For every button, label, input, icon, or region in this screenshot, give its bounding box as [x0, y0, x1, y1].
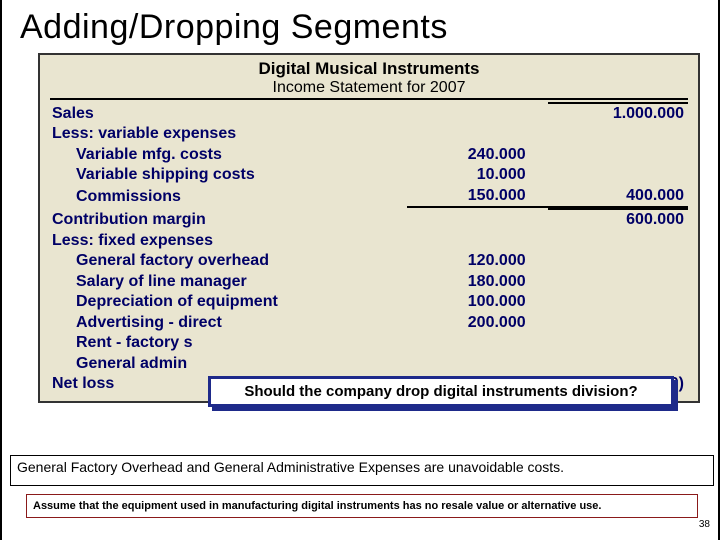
row-col1: 10.000 — [407, 165, 547, 185]
table-row: Salary of line manager180.000 — [50, 272, 688, 292]
row-col2 — [548, 354, 688, 374]
row-col2 — [548, 272, 688, 292]
slide: Adding/Dropping Segments Digital Musical… — [0, 0, 720, 540]
row-col1 — [407, 103, 547, 124]
table-row: Variable mfg. costs240.000 — [50, 145, 688, 165]
row-label: Salary of line manager — [50, 272, 407, 292]
row-col1: 120.000 — [407, 251, 547, 271]
table-row: General admin — [50, 354, 688, 374]
row-col2 — [548, 251, 688, 271]
note2-text: Assume that the equipment used in manufa… — [33, 499, 691, 513]
table-row: Commissions150.000400.000 — [50, 186, 688, 207]
row-col1 — [407, 124, 547, 144]
row-col1: 180.000 — [407, 272, 547, 292]
note-unavoidable-costs: General Factory Overhead and General Adm… — [10, 455, 714, 486]
table-row: Less: fixed expenses — [50, 231, 688, 251]
row-col1 — [407, 231, 547, 251]
row-label: Variable shipping costs — [50, 165, 407, 185]
slide-title: Adding/Dropping Segments — [20, 8, 700, 47]
row-label: Contribution margin — [50, 209, 407, 230]
table-row: Less: variable expenses — [50, 124, 688, 144]
row-col2 — [548, 333, 688, 353]
note-equipment-assumption: Assume that the equipment used in manufa… — [26, 494, 698, 518]
row-col2 — [548, 292, 688, 312]
table-row: General factory overhead120.000 — [50, 251, 688, 271]
row-label: Commissions — [50, 186, 407, 207]
row-col1: 100.000 — [407, 292, 547, 312]
row-col2 — [548, 165, 688, 185]
row-col1: 200.000 — [407, 313, 547, 333]
row-label: Rent - factory s — [50, 333, 407, 353]
table-row: Variable shipping costs10.000 — [50, 165, 688, 185]
row-col1 — [407, 209, 547, 230]
question-text: Should the company drop digital instrume… — [219, 383, 663, 400]
row-col2: 1.000.000 — [548, 103, 688, 124]
table-row: Sales 1.000.000 — [50, 103, 688, 124]
row-col1 — [407, 354, 547, 374]
row-label: Depreciation of equipment — [50, 292, 407, 312]
row-col1 — [407, 333, 547, 353]
table-row: Rent - factory s — [50, 333, 688, 353]
row-label: Variable mfg. costs — [50, 145, 407, 165]
table-row: Advertising - direct200.000 — [50, 313, 688, 333]
row-col1: 150.000 — [407, 186, 547, 207]
page-number: 38 — [699, 519, 710, 530]
question-callout: Should the company drop digital instrume… — [208, 376, 674, 407]
row-col2 — [548, 124, 688, 144]
row-col1: 240.000 — [407, 145, 547, 165]
statement-header: Digital Musical Instruments Income State… — [50, 59, 688, 100]
note1-text: General Factory Overhead and General Adm… — [17, 459, 707, 475]
statement-table: Sales1.000.000Less: variable expensesVar… — [50, 102, 688, 395]
row-col2 — [548, 231, 688, 251]
row-label: Advertising - direct — [50, 313, 407, 333]
row-col2: 600.000 — [548, 209, 688, 230]
row-label: General admin — [50, 354, 407, 374]
income-statement: Digital Musical Instruments Income State… — [38, 53, 700, 403]
row-col2 — [548, 313, 688, 333]
row-label: Less: variable expenses — [50, 124, 407, 144]
statement-subtitle: Income Statement for 2007 — [50, 79, 688, 100]
row-label: Less: fixed expenses — [50, 231, 407, 251]
row-label: Sales — [50, 103, 407, 124]
row-label: General factory overhead — [50, 251, 407, 271]
table-row: Depreciation of equipment100.000 — [50, 292, 688, 312]
row-col2: 400.000 — [548, 186, 688, 207]
table-row: Contribution margin 600.000 — [50, 209, 688, 230]
row-col2 — [548, 145, 688, 165]
company-name: Digital Musical Instruments — [50, 59, 688, 79]
title-area: Adding/Dropping Segments — [2, 0, 718, 51]
